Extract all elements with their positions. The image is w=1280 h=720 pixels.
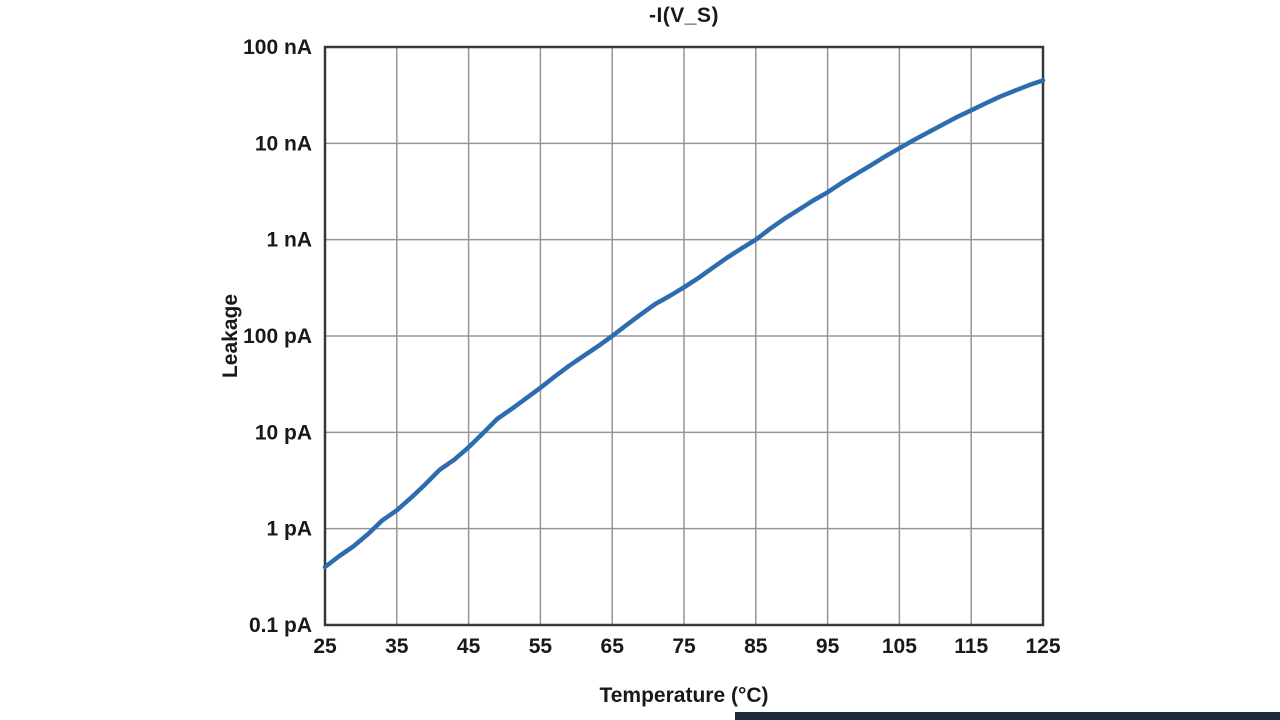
x-tick-label: 65 xyxy=(601,635,625,658)
leakage-series-line xyxy=(322,78,1046,570)
x-tick-label: 115 xyxy=(954,635,988,658)
footer-bar xyxy=(735,712,1280,720)
y-tick-label: 100 nA xyxy=(243,36,312,59)
x-tick-label: 45 xyxy=(457,635,481,658)
x-tick-label: 105 xyxy=(882,635,917,658)
plot-border xyxy=(323,45,1045,627)
x-tick-label: 35 xyxy=(385,635,409,658)
y-tick-label: 1 nA xyxy=(266,229,312,252)
y-tick-label: 1 pA xyxy=(266,518,312,541)
y-tick-label: 0.1 pA xyxy=(249,614,312,637)
x-axis-label: Temperature (°C) xyxy=(599,684,769,707)
chart-title: -I(V_S) xyxy=(648,4,719,27)
y-tick-label: 100 pA xyxy=(243,325,312,348)
x-tick-label: 25 xyxy=(313,635,337,658)
x-tick-label: 55 xyxy=(529,635,553,658)
y-tick-label: 10 nA xyxy=(255,132,312,155)
x-tick-label: 75 xyxy=(672,635,696,658)
x-tick-label: 125 xyxy=(1025,635,1060,658)
y-tick-label: 10 pA xyxy=(255,421,312,444)
x-tick-label: 95 xyxy=(816,635,840,658)
x-tick-label: 85 xyxy=(744,635,768,658)
